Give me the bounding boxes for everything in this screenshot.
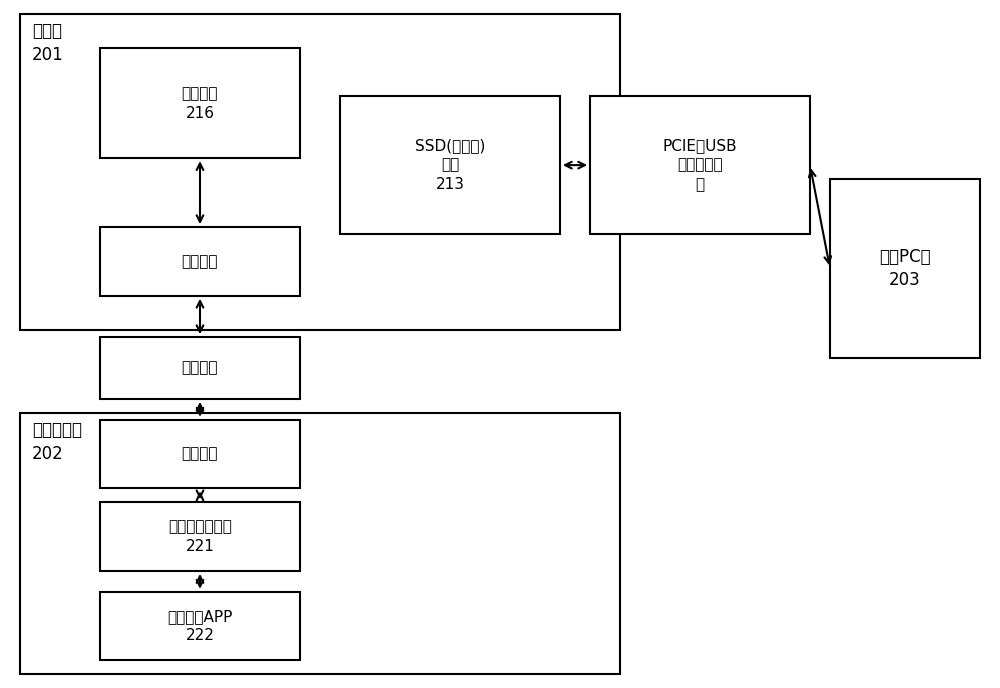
Text: 遥控器处理模块
221: 遥控器处理模块 221 xyxy=(168,519,232,554)
Text: 移动终端APP
222: 移动终端APP 222 xyxy=(167,609,233,643)
Text: 地面PC端
203: 地面PC端 203 xyxy=(879,248,931,289)
Text: 射频信号: 射频信号 xyxy=(182,361,218,376)
Text: SSD(可拔插)
模块
213: SSD(可拔插) 模块 213 xyxy=(415,138,485,193)
Text: 天线模块: 天线模块 xyxy=(182,254,218,269)
FancyBboxPatch shape xyxy=(100,48,300,158)
FancyBboxPatch shape xyxy=(100,420,300,488)
FancyBboxPatch shape xyxy=(590,96,810,234)
FancyBboxPatch shape xyxy=(20,14,620,330)
FancyBboxPatch shape xyxy=(100,227,300,296)
Text: 图传模块
216: 图传模块 216 xyxy=(182,86,218,120)
FancyBboxPatch shape xyxy=(100,502,300,571)
FancyBboxPatch shape xyxy=(830,179,980,358)
FancyBboxPatch shape xyxy=(100,592,300,660)
FancyBboxPatch shape xyxy=(100,337,300,399)
FancyBboxPatch shape xyxy=(20,413,620,674)
Text: 天线模块: 天线模块 xyxy=(182,447,218,462)
Text: 天空端
201: 天空端 201 xyxy=(32,22,64,63)
Text: PCIE转USB
的读卡器模
块: PCIE转USB 的读卡器模 块 xyxy=(663,138,737,193)
FancyBboxPatch shape xyxy=(340,96,560,234)
Text: 地面移动端
202: 地面移动端 202 xyxy=(32,421,82,462)
